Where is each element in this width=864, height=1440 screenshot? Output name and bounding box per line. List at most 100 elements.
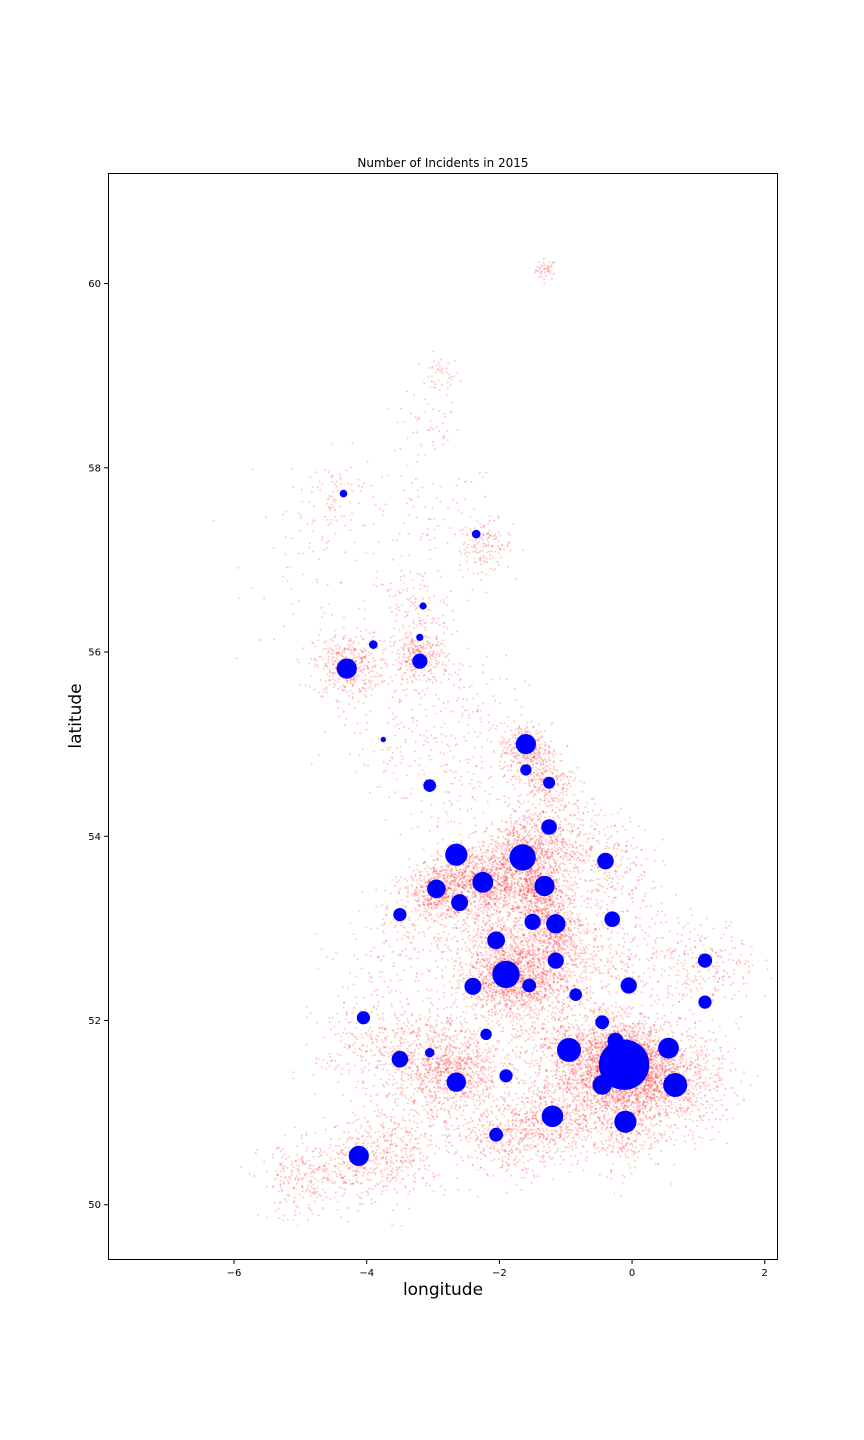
- incident-point: [405, 678, 408, 681]
- incident-point: [259, 639, 262, 641]
- incident-point: [414, 873, 417, 876]
- incident-point: [543, 794, 546, 797]
- incident-point: [508, 902, 511, 904]
- incident-point: [424, 867, 427, 870]
- incident-point: [363, 694, 366, 697]
- incident-point: [416, 864, 419, 867]
- incident-point: [610, 835, 613, 837]
- incident-point: [499, 896, 502, 899]
- incident-point: [482, 533, 485, 536]
- incident-point: [510, 825, 513, 828]
- incident-point: [361, 650, 364, 653]
- incident-point: [478, 858, 481, 861]
- incident-point: [514, 890, 517, 893]
- incident-point: [426, 534, 429, 537]
- incident-point: [417, 495, 420, 498]
- incident-point: [415, 893, 418, 896]
- incident-point: [467, 836, 470, 839]
- incident-point: [569, 785, 572, 788]
- incident-point: [475, 914, 478, 917]
- incident-point: [502, 843, 505, 846]
- incident-point: [538, 743, 541, 746]
- incident-point: [576, 886, 579, 889]
- incident-point: [527, 808, 530, 811]
- incident-point: [604, 871, 607, 874]
- incident-point: [418, 651, 421, 654]
- incident-point: [395, 674, 398, 677]
- incident-point: [542, 860, 545, 863]
- incident-point: [520, 732, 523, 735]
- incident-point: [372, 635, 375, 638]
- incident-point: [333, 663, 336, 666]
- incident-point: [512, 751, 515, 754]
- incident-point: [416, 888, 418, 891]
- incident-point: [357, 700, 360, 703]
- incident-point: [533, 784, 536, 787]
- incident-point: [349, 501, 351, 504]
- incident-point: [395, 619, 398, 622]
- incident-point: [517, 730, 520, 733]
- incident-point: [413, 394, 415, 397]
- incident-point: [508, 872, 511, 874]
- incident-point: [485, 544, 487, 547]
- incident-point: [544, 744, 547, 747]
- incident-point: [603, 828, 605, 830]
- incident-point: [518, 794, 521, 797]
- incident-point: [521, 730, 524, 733]
- incident-point: [472, 772, 475, 775]
- incident-point: [391, 751, 394, 754]
- incident-point: [548, 752, 551, 755]
- incident-point: [536, 768, 539, 771]
- incident-point: [532, 756, 535, 759]
- incident-point: [566, 775, 569, 778]
- incident-point: [489, 868, 492, 871]
- incident-point: [385, 663, 388, 666]
- incident-point: [575, 865, 578, 868]
- incident-point: [384, 819, 387, 822]
- incident-point: [582, 844, 585, 847]
- incident-point: [512, 840, 515, 843]
- incident-point: [357, 667, 360, 670]
- incident-point: [353, 648, 356, 651]
- incident-point: [496, 828, 499, 831]
- incident-point: [444, 901, 447, 904]
- incident-point: [559, 774, 562, 777]
- incident-point: [544, 794, 547, 797]
- incident-point: [463, 548, 466, 551]
- incident-point: [426, 585, 429, 588]
- incident-point: [489, 534, 492, 537]
- incident-point: [471, 546, 474, 549]
- incident-point: [532, 757, 535, 760]
- incident-point: [516, 820, 519, 823]
- incident-point: [452, 756, 455, 759]
- incident-point: [524, 816, 527, 819]
- incident-point: [321, 658, 324, 661]
- incident-point: [414, 740, 417, 743]
- incident-point: [446, 542, 449, 544]
- incident-point: [399, 666, 402, 669]
- incident-point: [314, 688, 317, 691]
- incident-point: [607, 883, 610, 886]
- incident-point: [379, 507, 382, 510]
- incident-point: [450, 632, 453, 635]
- incident-point: [450, 674, 453, 677]
- incident-point: [549, 836, 552, 838]
- incident-point: [485, 826, 488, 829]
- incident-point: [499, 548, 502, 551]
- incident-point: [212, 519, 215, 522]
- incident-point: [540, 736, 543, 739]
- incident-point: [374, 683, 377, 686]
- incident-point: [371, 657, 374, 659]
- incident-point: [433, 868, 436, 871]
- incident-point: [453, 883, 456, 886]
- incident-point: [334, 629, 337, 632]
- incident-point: [362, 600, 365, 603]
- incident-point: [290, 537, 293, 540]
- incident-point: [413, 760, 416, 762]
- incident-point: [401, 677, 404, 680]
- incident-point: [492, 878, 495, 881]
- incident-point: [369, 670, 372, 673]
- incident-point: [435, 497, 438, 499]
- incident-point: [535, 789, 538, 792]
- incident-point: [496, 900, 498, 903]
